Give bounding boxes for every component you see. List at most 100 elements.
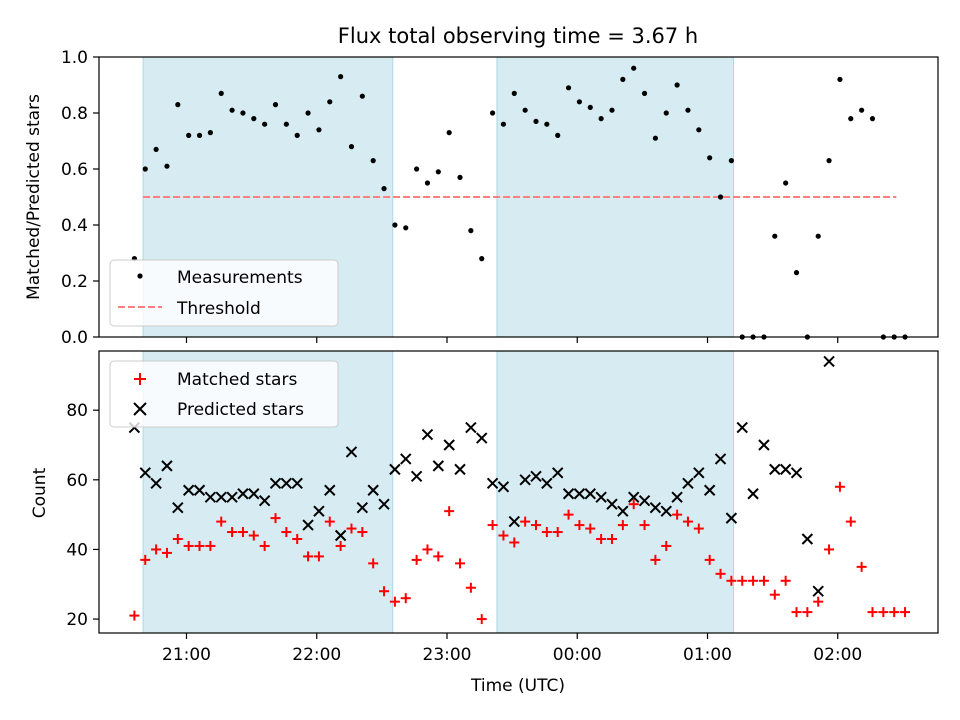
measurement-point (826, 158, 832, 164)
matched-stars-point (324, 516, 335, 527)
measurement-point (815, 233, 821, 239)
matched-stars-point (151, 544, 162, 555)
matched-stars-point (715, 568, 726, 579)
measurement-point (272, 102, 279, 108)
matched-stars-point (672, 509, 683, 520)
matched-stars-point (303, 551, 314, 562)
predicted-stars-point (682, 477, 694, 490)
matched-stars-point (216, 516, 227, 527)
x-axis-label: Time (UTC) (470, 676, 565, 696)
measurement-point (772, 233, 778, 239)
measurement-point (142, 166, 148, 172)
matched-stars-point (563, 509, 574, 520)
measurement-point (793, 270, 800, 276)
matched-stars-point (379, 586, 390, 597)
matched-stars-point (520, 516, 531, 527)
shaded-interval (496, 350, 735, 634)
matched-stars-point (737, 575, 748, 586)
predicted-stars-point (714, 453, 727, 465)
predicted-stars-point (530, 470, 542, 483)
predicted-stars-point (779, 463, 792, 476)
matched-stars-point (834, 481, 845, 492)
predicted-stars-point (519, 474, 531, 486)
matched-stars-point (867, 607, 878, 618)
measurement-point (338, 74, 344, 80)
matched-stars-point (129, 610, 140, 621)
measurement-point (196, 132, 203, 138)
measurement-point (305, 110, 311, 116)
predicted-stars-point (454, 463, 466, 476)
measurement-point (153, 146, 159, 152)
legend-measurements-marker (137, 273, 143, 279)
matched-stars-point (758, 575, 769, 586)
bottom-ytick-label: 20 (66, 610, 88, 630)
predicted-stars-point (508, 515, 521, 528)
predicted-stars-point (400, 453, 412, 465)
predicted-stars-point (638, 494, 651, 507)
measurement-point (652, 135, 659, 141)
predicted-stars-point (161, 460, 173, 472)
measurement-point (392, 222, 398, 228)
matched-stars-point (791, 607, 802, 618)
predicted-stars-point (204, 491, 217, 503)
predicted-stars-point (562, 488, 575, 500)
measurement-point (348, 144, 355, 150)
predicted-stars-point (389, 463, 401, 476)
measurement-point (859, 107, 865, 113)
predicted-stars-point (345, 446, 358, 458)
legend-predicted-marker (133, 402, 147, 416)
measurement-point (294, 132, 300, 138)
matched-stars-point (704, 554, 715, 565)
predicted-stars-point (595, 491, 607, 503)
xtick-label: 02:00 (813, 645, 862, 665)
measurement-point (446, 130, 452, 136)
top-ytick-label: 0.0 (61, 328, 88, 348)
matched-stars-point (259, 540, 270, 551)
matched-stars-point (889, 607, 900, 618)
predicted-stars-point (693, 467, 705, 479)
xtick-label: 23:00 (423, 645, 472, 665)
matched-stars-point (726, 575, 737, 586)
legend-threshold-label: Threshold (176, 299, 261, 319)
predicted-stars-point (226, 491, 238, 503)
predicted-stars-point (476, 432, 488, 444)
matched-stars-point (400, 593, 411, 604)
predicted-stars-point (703, 484, 716, 496)
predicted-stars-point (291, 477, 303, 490)
predicted-stars-point (248, 488, 260, 500)
predicted-stars-point (606, 498, 618, 510)
predicted-stars-point (617, 505, 629, 517)
bottom-ytick-label: 40 (66, 540, 88, 560)
predicted-stars-point (790, 467, 803, 479)
measurement-point (598, 116, 604, 122)
predicted-stars-point (660, 505, 672, 517)
predicted-stars-point (172, 501, 184, 514)
predicted-stars-point (443, 439, 455, 451)
matched-stars-point (140, 554, 151, 565)
xtick-label: 21:00 (162, 645, 211, 665)
chart-title: Flux total observing time = 3.67 h (338, 24, 698, 48)
matched-stars-point (628, 499, 639, 510)
measurement-point (316, 127, 322, 133)
matched-stars-point (824, 544, 835, 555)
measurement-point (370, 158, 376, 164)
matched-stars-point (541, 527, 552, 538)
predicted-stars-point (432, 460, 445, 472)
matched-stars-point (411, 554, 422, 565)
matched-stars-point (606, 534, 617, 544)
measurement-point (685, 107, 691, 113)
matched-stars-point (335, 540, 346, 551)
matched-stars-point (444, 506, 455, 517)
matched-stars-point (900, 607, 911, 618)
predicted-stars-point (584, 488, 596, 500)
matched-stars-point (194, 540, 205, 551)
xtick-label: 22:00 (292, 645, 341, 665)
matched-stars-point (172, 534, 183, 544)
predicted-stars-point (552, 467, 564, 479)
matched-stars-point (552, 527, 563, 538)
matched-stars-point (270, 513, 281, 524)
measurement-point (522, 107, 528, 113)
measurement-point (240, 110, 246, 116)
predicted-stars-point (410, 470, 423, 483)
